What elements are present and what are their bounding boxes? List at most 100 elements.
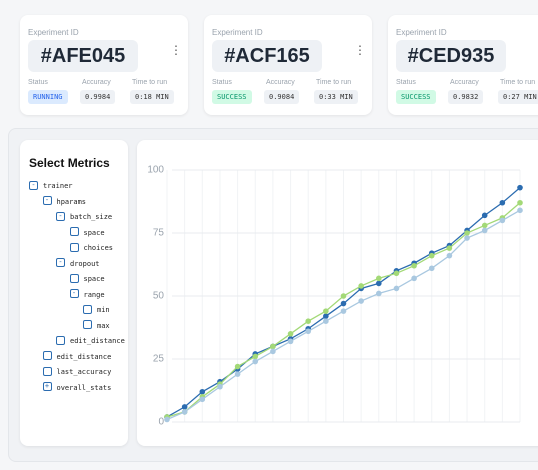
status-label: Status [396, 79, 416, 86]
menu[interactable]: ⋮ [170, 43, 182, 57]
series-point [270, 343, 276, 350]
menu[interactable]: ⋮ [354, 43, 366, 57]
experiment-card[interactable]: Experiment ID#CED935⋮StatusAccuracyTime … [388, 15, 538, 115]
status-badge: RUNNING [28, 90, 68, 104]
series-point [411, 275, 417, 282]
experiment-id: #AFE045 [28, 40, 138, 72]
series-point [199, 388, 206, 395]
series-point [428, 265, 435, 272]
tree-item[interactable]: edit_distance [56, 335, 125, 346]
series-point [340, 308, 347, 314]
series-point [517, 207, 523, 214]
series-point [323, 318, 329, 324]
label: Experiment ID [396, 28, 447, 37]
series-point [323, 308, 329, 314]
series-point [358, 283, 364, 289]
time-label: Time to run [500, 79, 536, 86]
series-point [252, 358, 259, 365]
series-point [481, 227, 488, 234]
tree-item[interactable]: max [83, 320, 110, 331]
tree-label: last_accuracy [56, 368, 112, 376]
tree-label: batch_size [70, 213, 113, 221]
series-point [340, 293, 347, 299]
series-point [481, 212, 488, 219]
series-point [376, 280, 382, 287]
accuracy-label: Accuracy [266, 79, 295, 86]
series-point [358, 298, 364, 304]
tree-label: hparams [56, 197, 87, 206]
tree-label: trainer [43, 182, 73, 190]
series-point [428, 252, 435, 259]
experiment-card[interactable]: Experiment ID #AFE045 ⋮ Status Accuracy Time … [20, 15, 188, 115]
experiment-id: #CED935 [396, 40, 506, 72]
series-point [181, 404, 188, 410]
tree-label: dropout [70, 259, 100, 268]
series-point [393, 285, 400, 292]
series-point [199, 396, 206, 403]
y-tick-label: 100 [147, 165, 164, 176]
status-badge: SUCCESS [396, 90, 436, 104]
series-point [393, 270, 400, 277]
series-point [517, 199, 523, 206]
experiment-id: #ACF165 [212, 40, 322, 72]
series-point [499, 199, 506, 206]
series-point [376, 290, 382, 297]
accuracy: 0.9984 [80, 90, 116, 104]
label: Experiment ID [212, 28, 263, 37]
tree-item[interactable]: - trainer [29, 180, 73, 191]
metrics-panel: Select Metrics - trainer - hparams - batch_si… [20, 140, 128, 446]
series-point [287, 338, 294, 345]
series-point [305, 328, 311, 335]
status-label: Status [28, 79, 48, 86]
series-point [481, 222, 488, 229]
status-label: Status [212, 79, 232, 86]
time: 0:18 MIN [130, 90, 174, 104]
chart: 0 25 50 75 100 [147, 165, 523, 428]
series-point [234, 371, 241, 377]
tree-label: overall_stats [56, 383, 112, 392]
tree-item[interactable]: - range [69, 289, 105, 300]
label: Experiment ID [28, 28, 79, 37]
series-point [446, 252, 453, 259]
tree-label: edit_distance [70, 337, 125, 345]
tree-item[interactable]: - batch_size [56, 211, 113, 222]
tree-item[interactable]: - dropout [56, 258, 100, 269]
tree-item[interactable]: edit_distance [42, 351, 111, 362]
series-point [340, 300, 347, 307]
tree-item[interactable]: min [83, 304, 110, 315]
series-point [464, 230, 470, 236]
series-point [464, 235, 470, 241]
tree-item[interactable]: - hparams [42, 196, 87, 207]
series-point [164, 416, 170, 423]
series-point [234, 363, 241, 370]
tree-label: space [83, 275, 105, 283]
y-tick-label: 25 [153, 354, 165, 365]
chart-panel: 0 25 50 75 100 [137, 140, 538, 446]
tree-item[interactable]: space [69, 273, 105, 284]
tree-label: space [83, 228, 105, 237]
tree-label: max [97, 321, 110, 330]
series-point [517, 184, 523, 191]
y-tick-label: 75 [153, 228, 165, 239]
tree-item[interactable]: choices [69, 242, 113, 253]
metrics-title: Select Metrics [29, 156, 110, 170]
time-label: Time to run [132, 79, 168, 86]
series-point [217, 383, 223, 390]
tree-label: range [83, 290, 105, 299]
tree-item[interactable]: space [69, 227, 105, 238]
experiment-card[interactable]: Experiment ID #ACF165 ⋮ Status Accuracy Time … [204, 15, 372, 115]
series-point [270, 348, 276, 355]
series-point [181, 409, 188, 415]
tree-label: min [97, 306, 110, 314]
series-point [305, 318, 311, 324]
tree-item[interactable]: + overall_stats [42, 382, 112, 393]
accuracy: 0.9084 [264, 90, 300, 104]
y-tick-label: 50 [153, 291, 165, 302]
accuracy-label: Accuracy [450, 79, 479, 86]
time-label: Time to run [316, 79, 352, 86]
series-point [376, 275, 382, 282]
tree-item[interactable]: last_accuracy [42, 366, 112, 377]
series-point [411, 262, 417, 269]
series-point [323, 313, 329, 319]
